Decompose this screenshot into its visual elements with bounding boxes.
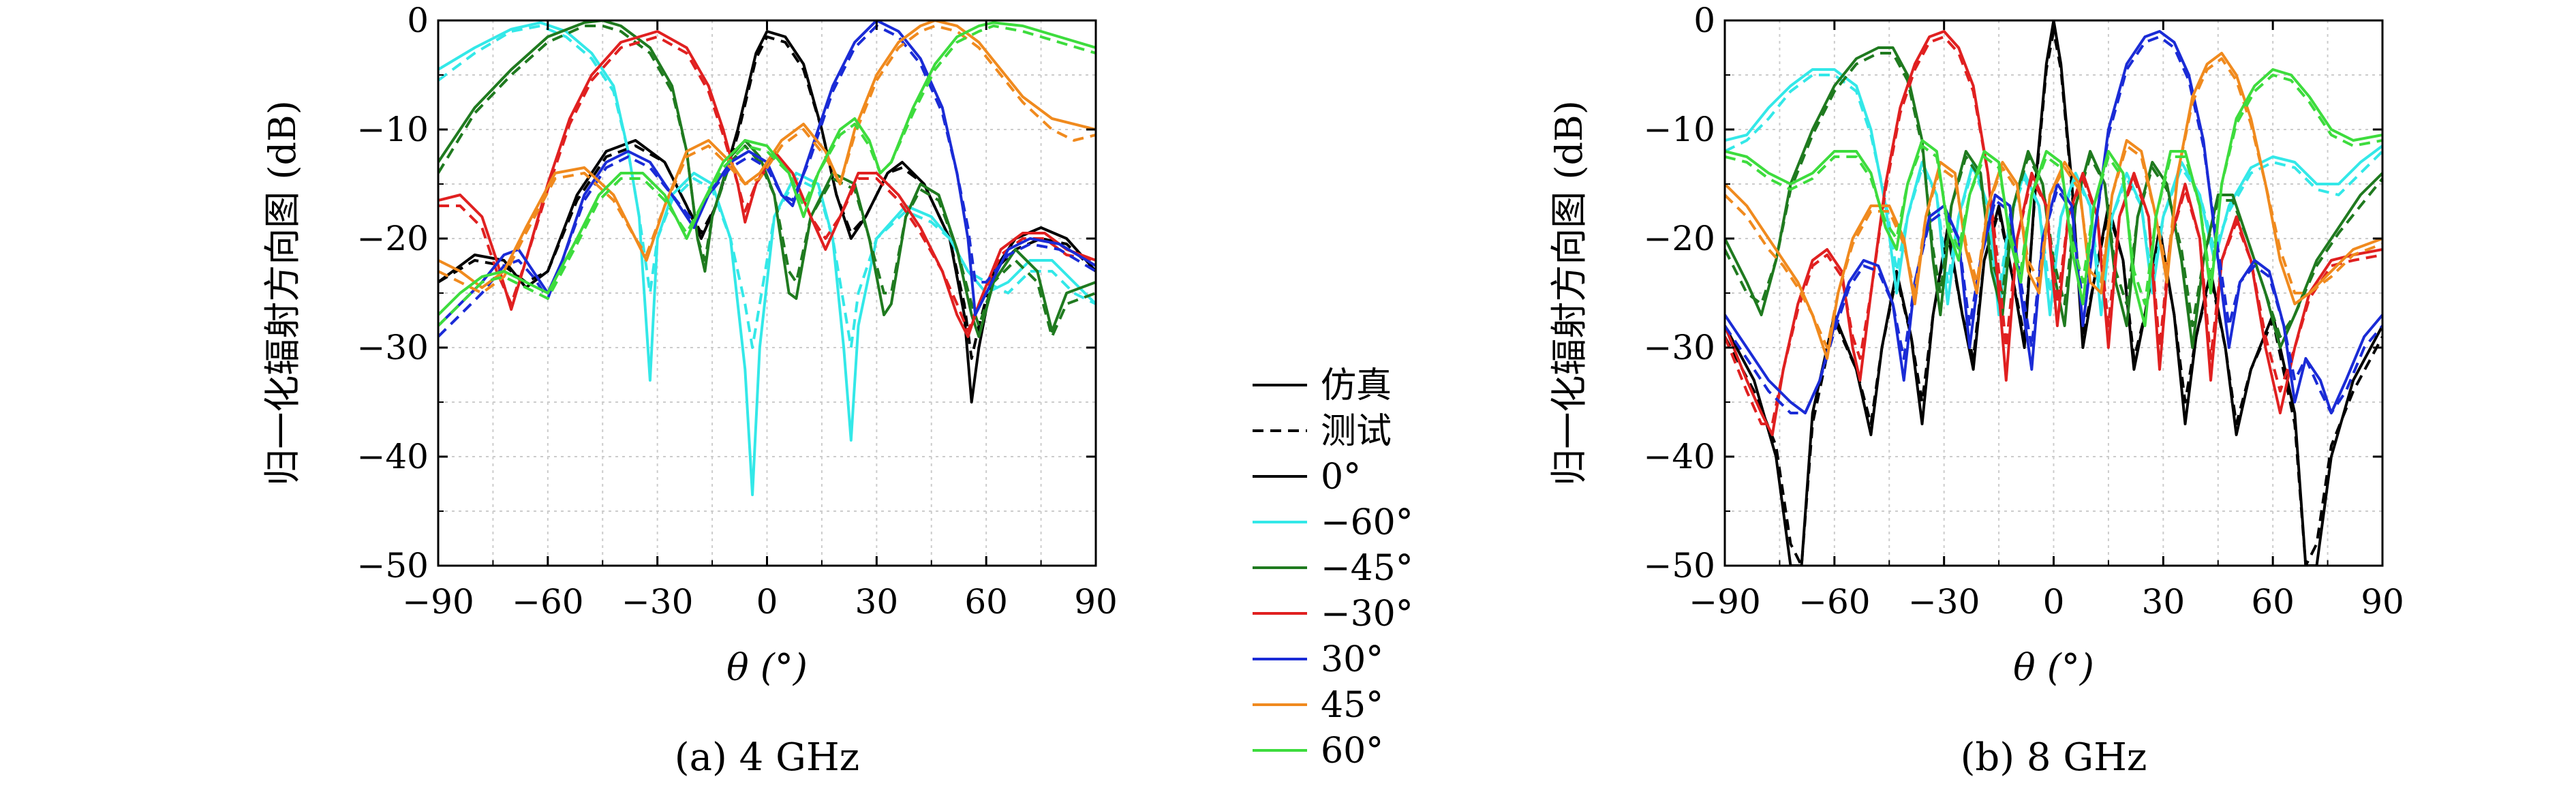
panel-a-y-tick-label: −20 [356,219,429,258]
legend-angle-label: 0° [1321,457,1361,498]
panel-b-x-tick-label: −90 [1689,582,1761,622]
panel-a-series-meas-line [438,25,1096,327]
legend-style-label: 测试 [1321,411,1392,452]
panel-a-y-tick-label: −40 [356,437,429,476]
panel-b-x-tick-label: −60 [1798,582,1871,622]
panel-a-y-axis-label: 归一化辐射方向图 (dB) [261,100,304,486]
panel-b-x-tick-label: 60 [2251,582,2295,622]
panel-a-series-sim-line [438,21,1096,316]
panel-b-x-tick-label: 30 [2142,582,2186,622]
panel-b-ticks: −90 −60 −30 0 30 60 90 0 −10 −20 −30 −40 −50 [1643,1,2404,622]
panel-b-x-axis-label: θ (°) [2013,646,2094,689]
legend-style-label: 仿真 [1321,365,1392,406]
panel-b-series-meas-line [1725,57,2382,349]
panel-a-x-tick-label: 90 [1074,582,1118,622]
panel-b-caption: (b) 8 GHz [1961,735,2147,780]
panel-a-y-tick-label: −10 [356,110,429,149]
panel-b-series-meas-line [1725,74,2382,305]
panel-a-series-meas-line [438,25,1096,349]
panel-a-x-tick-label: −90 [402,582,474,622]
panel-a-series-sim-line [438,30,1096,403]
panel-a-4ghz: −90 −60 −30 0 30 60 90 0 −10 −20 −30 −40 −50 归一化辐射方向… [261,1,1118,780]
panel-b-x-tick-label: 0 [2043,582,2065,622]
panel-a-ticks: −90 −60 −30 0 30 60 90 0 −10 −20 −30 −40 −50 [356,1,1117,622]
panel-b-y-tick-label: −10 [1643,110,1715,149]
panel-b-y-tick-label: −30 [1643,328,1715,367]
panel-a-y-tick-label: 0 [407,1,429,40]
legend-angle-label: −45° [1321,548,1413,589]
panel-a-x-tick-label: −30 [622,582,694,622]
panel-b-series [1725,20,2382,566]
legend-angle-label: 60° [1321,731,1383,772]
panel-a-caption: (a) 4 GHz [675,735,859,780]
panel-a-series-meas-line [438,35,1096,360]
panel-a-y-tick-label: −50 [356,546,429,585]
panel-a-x-tick-label: −60 [512,582,584,622]
panel-a-x-tick-label: 60 [964,582,1008,622]
legend-angle-label: 45° [1321,685,1383,726]
panel-b-y-tick-label: −40 [1643,437,1715,476]
panel-a-y-tick-label: −30 [356,328,429,367]
panel-b-series-sim-line [1725,20,2382,566]
panel-b-y-tick-label: 0 [1693,1,1715,40]
legend-angle-label: 30° [1321,639,1383,680]
panel-a-x-tick-label: 0 [756,582,778,622]
panel-a-series-sim-line [438,20,1096,289]
panel-b-series-meas-line [1725,35,2382,414]
panel-a-series-meas-line [438,25,1096,294]
panel-b-y-tick-label: −50 [1643,546,1715,585]
panel-a-x-tick-label: 30 [855,582,899,622]
panel-a-series-sim-line [438,20,1096,338]
panel-a-series-meas-line [438,25,1096,338]
panel-b-series-meas-line [1725,35,2382,425]
legend-angle-label: −60° [1321,502,1413,543]
legend-angle-label: −30° [1321,594,1413,635]
panel-b-y-axis-label: 归一化辐射方向图 (dB) [1548,100,1591,486]
panel-b-series-meas-line [1725,30,2382,566]
panel-b-x-tick-label: 90 [2361,582,2404,622]
panel-a-series [438,20,1096,496]
panel-a-x-axis-label: θ (°) [726,646,808,689]
panel-b-8ghz: −90 −60 −30 0 30 60 90 0 −10 −20 −30 −40 −50 归一化辐射方向… [1548,1,2404,780]
panel-b-x-tick-label: −30 [1908,582,1980,622]
panel-b-y-tick-label: −20 [1643,219,1715,258]
